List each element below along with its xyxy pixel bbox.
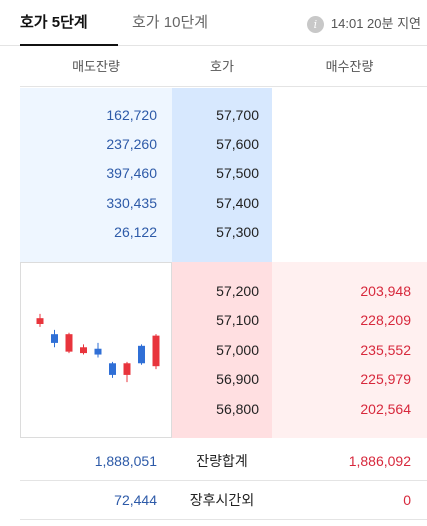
header-sell-remain: 매도잔량 <box>72 59 120 74</box>
candle-up <box>80 344 87 355</box>
after-hours-sell: 72,444 <box>114 492 157 508</box>
after-hours-label: 장후시간외 <box>189 492 255 508</box>
bid-price-area <box>172 262 272 438</box>
candle-down <box>94 342 102 358</box>
bid-qty: 225,979 <box>360 371 411 387</box>
bid-price[interactable]: 56,900 <box>216 371 259 387</box>
mini-candle-chart <box>20 262 172 438</box>
bid-volume-area <box>272 262 427 438</box>
after-hours-row: 72,444 장후시간외 0 <box>20 480 427 520</box>
bid-qty: 228,209 <box>360 312 411 328</box>
candle-body <box>152 335 160 367</box>
divider <box>20 519 427 520</box>
delay-text: 14:01 20분 지연 <box>330 16 421 31</box>
ask-qty: 330,435 <box>106 195 157 211</box>
candle-down <box>51 329 58 348</box>
after-hours-buy: 0 <box>403 492 411 508</box>
ask-qty: 162,720 <box>106 107 157 123</box>
candle-body <box>65 334 73 352</box>
info-icon[interactable]: i <box>306 15 324 33</box>
candle-down <box>138 344 145 365</box>
bid-price[interactable]: 57,100 <box>216 312 259 328</box>
candle-chart-svg <box>36 313 160 383</box>
candle-up <box>65 332 73 354</box>
total-remain-row: 1,888,051 잔량합계 1,886,092 <box>20 441 427 481</box>
total-sell-remain: 1,888,051 <box>94 453 157 469</box>
bid-qty: 203,948 <box>360 283 411 299</box>
candle-body <box>109 363 116 375</box>
candle-body <box>36 318 44 324</box>
orderbook-tabs: 호가 5단계 호가 10단계 i 14:01 20분 지연 <box>0 0 427 46</box>
bid-price[interactable]: 57,000 <box>216 342 259 358</box>
candle-body <box>94 348 102 355</box>
ask-price[interactable]: 57,400 <box>216 195 259 211</box>
candle-down <box>109 361 116 378</box>
header-buy-remain: 매수잔량 <box>325 59 374 74</box>
bid-price[interactable]: 57,200 <box>216 283 259 299</box>
tab-level5[interactable]: 호가 5단계 <box>20 0 118 46</box>
ask-qty: 26,122 <box>114 224 157 240</box>
candle-body <box>123 363 131 375</box>
divider <box>20 480 427 481</box>
bid-qty: 202,564 <box>360 401 411 417</box>
total-remain-label: 잔량합계 <box>196 453 248 469</box>
candle-up <box>152 334 160 370</box>
ask-price[interactable]: 57,600 <box>216 136 259 152</box>
tab-level10[interactable]: 호가 10단계 <box>132 14 209 31</box>
header-price: 호가 <box>210 59 234 74</box>
ask-price[interactable]: 57,500 <box>216 165 259 181</box>
candle-body <box>51 334 58 343</box>
ask-qty: 237,260 <box>106 136 157 152</box>
candle-body <box>80 347 87 354</box>
bid-price[interactable]: 56,800 <box>216 401 259 417</box>
candle-up <box>123 361 131 383</box>
ask-price[interactable]: 57,300 <box>216 224 259 240</box>
ask-price[interactable]: 57,700 <box>216 107 259 123</box>
delay-notice: i 14:01 20분 지연 <box>306 14 421 34</box>
bid-qty: 235,552 <box>360 342 411 358</box>
ask-price-area <box>172 88 272 262</box>
candle-up <box>36 313 44 327</box>
ask-volume-area <box>20 88 172 262</box>
candle-body <box>138 345 145 364</box>
ask-qty: 397,460 <box>106 165 157 181</box>
orderbook-header: 매도잔량 호가 매수잔량 <box>20 47 427 87</box>
total-buy-remain: 1,886,092 <box>348 453 411 469</box>
